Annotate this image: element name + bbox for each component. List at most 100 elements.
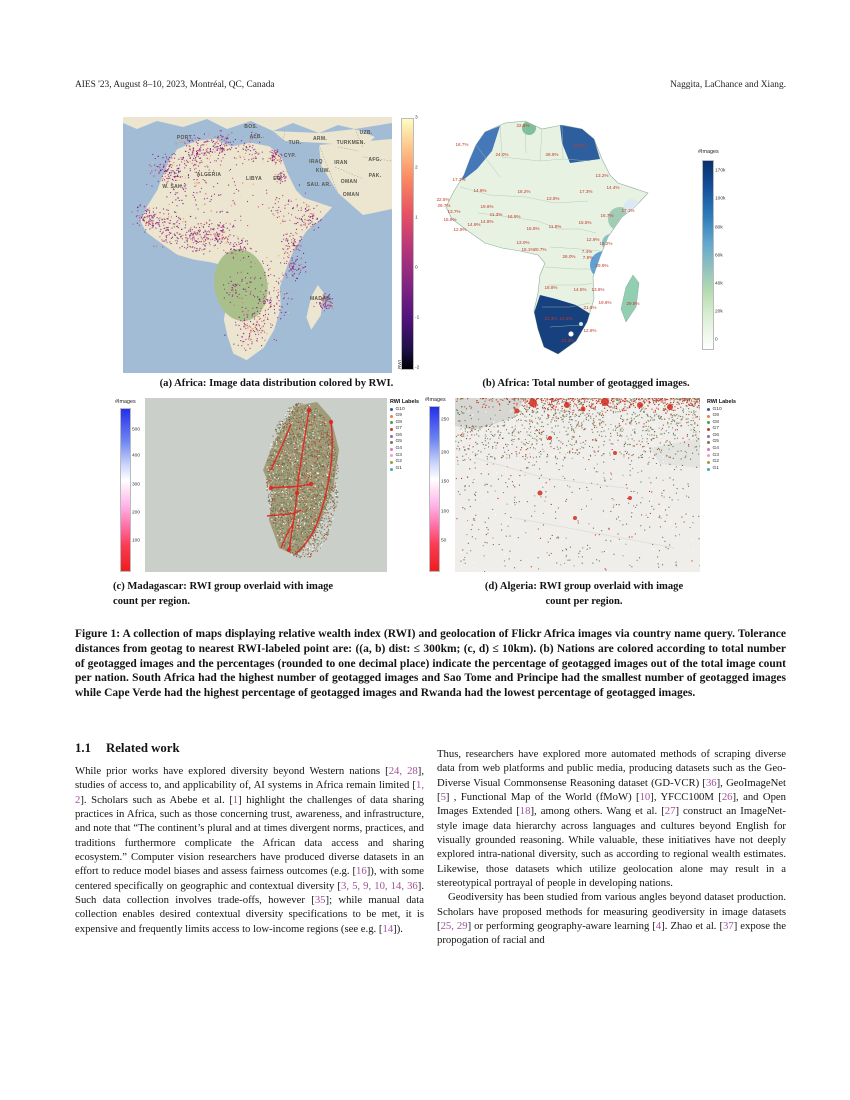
svg-text:15.1%: 15.1% <box>521 247 534 252</box>
citation-link[interactable]: 10 <box>639 791 651 804</box>
colorbar-tick: 170k <box>715 168 726 174</box>
legend-dot-icon <box>707 447 710 451</box>
body-paragraph: Geodiversity has been studied from vario… <box>437 891 787 947</box>
colorbar-tick: 400 <box>132 453 141 459</box>
citation-link[interactable]: 18 <box>519 805 531 818</box>
svg-text:21.3%: 21.3% <box>544 316 557 321</box>
rwi-legend-item: G1 <box>707 466 736 473</box>
colorbar-gradient <box>120 408 131 572</box>
citation-link[interactable]: 27 <box>664 805 676 818</box>
rwi-legend-item: G10 <box>707 407 736 414</box>
rwi-legend-item: G3 <box>707 453 736 460</box>
svg-text:ALGERIA: ALGERIA <box>197 172 222 178</box>
citation-link[interactable]: 26 <box>721 791 733 804</box>
svg-text:W. SAH.: W. SAH. <box>162 184 184 190</box>
citation-link[interactable]: 1, 2 <box>75 779 424 806</box>
svg-text:PORT.: PORT. <box>177 135 194 141</box>
rwi-legend-item: G5 <box>707 439 736 446</box>
svg-text:CYP.: CYP. <box>284 153 297 159</box>
citation-link[interactable]: 35 <box>314 894 326 907</box>
svg-text:ARM.: ARM. <box>313 136 327 142</box>
legend-dot-icon <box>390 447 393 451</box>
body-paragraph: While prior works have explored diversit… <box>75 765 425 935</box>
citation-link[interactable]: 1 <box>232 793 239 806</box>
svg-text:7.8%: 7.8% <box>583 255 593 260</box>
colorbar-title: #Images <box>115 399 136 405</box>
svg-text:17.3%: 17.3% <box>579 189 592 194</box>
svg-text:OMAN: OMAN <box>341 179 358 185</box>
rwi-legend-item: G6 <box>707 433 736 440</box>
colorbar-tick: 2 <box>415 165 418 171</box>
rwi-legend-item: G10 <box>390 407 419 414</box>
rwi-legend-item: G4 <box>390 446 419 453</box>
rwi-legend-item: G2 <box>707 459 736 466</box>
svg-text:26.0%: 26.0% <box>562 254 575 259</box>
svg-text:29.9%: 29.9% <box>595 263 608 268</box>
svg-text:IRAQ: IRAQ <box>309 159 323 165</box>
legend-dot-icon <box>390 441 393 445</box>
svg-text:17.1%: 17.1% <box>621 208 634 213</box>
citation-link[interactable]: 3, 5, 9, 10, 14, 36 <box>340 879 418 892</box>
colorbar-tick: 100k <box>715 196 726 202</box>
body-paragraph: Thus, researchers have explored more aut… <box>437 748 787 890</box>
legend-dot-icon <box>707 467 710 471</box>
colorbar-tick: 300 <box>132 482 141 488</box>
rwi-legend-item: G8 <box>707 420 736 427</box>
legend-dot-icon <box>390 434 393 438</box>
header-authors: Naggita, LaChance and Xiang. <box>670 80 786 90</box>
legend-dot-icon <box>390 428 393 432</box>
svg-text:13.2%: 13.2% <box>595 173 608 178</box>
map-c-madagascar: 500 400 300 200 100 #Images RWI Labels G10 G9 G8 G… <box>113 396 425 576</box>
citation-link[interactable]: 25, 29 <box>440 920 468 933</box>
citation-link[interactable]: 24, 28 <box>388 765 418 777</box>
rwi-legend-item: G7 <box>390 426 419 433</box>
caption-d: (d) Algeria: RWI group overlaid with ima… <box>428 580 740 609</box>
colorbar-tick: 40k <box>715 281 723 287</box>
svg-text:13.7%: 13.7% <box>447 209 460 214</box>
citation-link[interactable]: 14 <box>382 922 394 935</box>
rwi-legend-item: G2 <box>390 459 419 466</box>
citation-link[interactable]: 36 <box>705 776 717 789</box>
rwi-legend: RWI Labels G10 G9 G8 G7 G6 G5 G4 G3 G2 G1 <box>390 399 419 472</box>
caption-b: (b) Africa: Total number of geotagged im… <box>482 378 690 389</box>
legend-dot-icon <box>390 467 393 471</box>
citation-link[interactable]: 37 <box>723 920 734 933</box>
svg-text:7.4%: 7.4% <box>582 249 592 254</box>
svg-text:OMAN: OMAN <box>343 192 360 198</box>
svg-text:BOS.: BOS. <box>244 124 258 130</box>
svg-text:23.0%: 23.0% <box>573 143 586 148</box>
citation-link[interactable]: 16 <box>356 865 367 878</box>
colorbar-tick: 200 <box>132 510 141 516</box>
svg-text:ALB.: ALB. <box>250 134 263 140</box>
legend-dot-icon <box>390 421 393 425</box>
svg-text:14.4%: 14.4% <box>606 185 619 190</box>
colorbar-tick: 500 <box>132 427 141 433</box>
colorbar-gradient <box>702 160 714 350</box>
citation-link[interactable]: 5 <box>440 791 446 804</box>
colorbar-tick: 0 <box>715 337 718 343</box>
svg-text:22.6%: 22.6% <box>516 123 529 128</box>
legend-dot-icon <box>390 461 393 465</box>
caption-a: (a) Africa: Image data distribution colo… <box>159 378 394 389</box>
rwi-legend-item: G5 <box>390 439 419 446</box>
svg-text:14.9%: 14.9% <box>467 222 480 227</box>
colorbar-tick: 100 <box>441 509 450 515</box>
colorbar-tick: -1 <box>415 315 420 321</box>
legend-dot-icon <box>707 454 710 458</box>
legend-dot-icon <box>707 461 710 465</box>
citation-link[interactable]: 4 <box>655 920 662 933</box>
caption-d-line2: count per region. <box>545 595 623 607</box>
svg-text:21.8%: 21.8% <box>583 305 596 310</box>
colorbar-tick: 20k <box>715 309 723 315</box>
svg-text:13.0%: 13.0% <box>516 240 529 245</box>
svg-text:19.6%: 19.6% <box>480 204 493 209</box>
map-a-rwi-scatter: PORT. BOS. ALB. TUR. ARM. TURKMEN. UZB. CYP. IRA… <box>123 116 430 373</box>
colorbar-tick: 200 <box>441 450 450 456</box>
svg-text:14.8%: 14.8% <box>480 219 493 224</box>
svg-text:19.6%: 19.6% <box>598 300 611 305</box>
svg-text:15.5%: 15.5% <box>578 220 591 225</box>
svg-text:AFG.: AFG. <box>368 157 381 163</box>
algeria-map-svg <box>455 398 702 573</box>
legend-dot-icon <box>707 414 710 418</box>
